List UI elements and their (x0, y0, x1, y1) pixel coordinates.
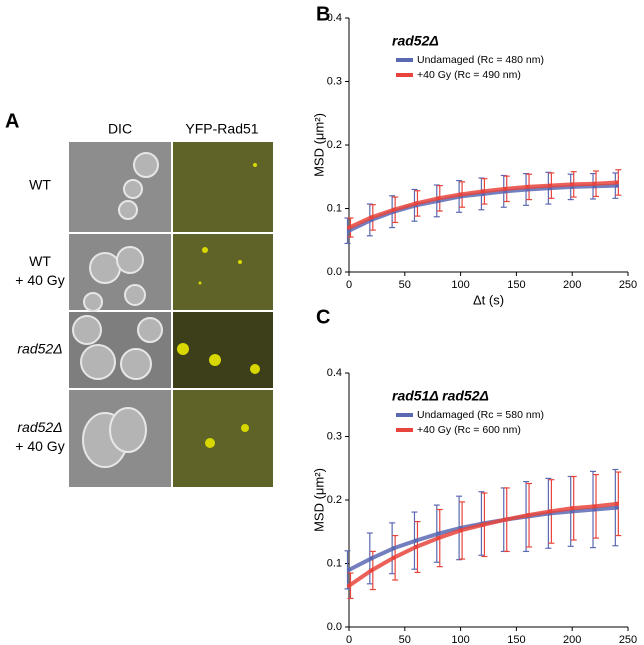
data-point (369, 215, 374, 220)
column-label: DIC (108, 121, 132, 137)
y-axis-label: MSD (μm²) (311, 468, 326, 532)
chart-title: rad51Δ rad52Δ (392, 388, 489, 404)
data-point (458, 528, 463, 533)
series-line (347, 180, 619, 230)
data-point (436, 531, 441, 536)
y-tick-label: 0.3 (327, 430, 342, 442)
y-tick-label: 0.2 (327, 139, 342, 151)
legend-label: Undamaged (Rc = 580 nm) (417, 409, 544, 421)
row-label: WT (29, 253, 51, 269)
data-point (480, 189, 485, 194)
y-tick-label: 0.2 (327, 494, 342, 506)
dic-image (69, 142, 171, 232)
row-label: rad52Δ (17, 341, 62, 357)
data-point (614, 505, 619, 510)
data-point (347, 228, 351, 233)
data-point (347, 583, 351, 588)
y-tick-label: 0.1 (327, 557, 342, 569)
y-tick-label: 0.4 (327, 367, 342, 379)
data-point (413, 201, 418, 206)
data-point (391, 555, 396, 560)
data-point (369, 556, 374, 561)
row-label: + 40 Gy (15, 272, 64, 288)
data-point (347, 225, 351, 230)
y-tick-label: 0.1 (327, 202, 342, 214)
x-tick-label: 150 (507, 634, 525, 645)
data-point (525, 513, 530, 518)
x-tick-label: 50 (399, 634, 411, 645)
panel-label: C (316, 306, 330, 328)
x-axis-label: Δt (s) (473, 292, 504, 307)
data-point (436, 196, 441, 201)
micrographs (69, 142, 273, 487)
x-tick-label: 150 (507, 279, 525, 291)
x-tick-label: 50 (399, 279, 411, 291)
x-tick-label: 250 (619, 634, 637, 645)
legend-label: +40 Gy (Rc = 600 nm) (417, 424, 521, 436)
y-tick-label: 0.0 (327, 621, 342, 633)
data-point (436, 536, 441, 541)
x-tick-label: 0 (346, 279, 352, 291)
x-tick-label: 100 (451, 279, 469, 291)
x-tick-label: 200 (563, 279, 581, 291)
chart-title: rad52Δ (392, 33, 439, 49)
data-point (503, 517, 508, 522)
yfp-image (173, 312, 273, 388)
y-axis-label: MSD (μm²) (311, 113, 326, 177)
yfp-image (173, 390, 273, 487)
data-point (570, 506, 575, 511)
yfp-image (173, 142, 273, 232)
data-point (592, 181, 597, 186)
row-label: WT (29, 177, 51, 193)
data-point (391, 207, 396, 212)
data-point (592, 504, 597, 509)
data-point (570, 509, 575, 514)
data-point (570, 182, 575, 187)
legend-label: +40 Gy (Rc = 490 nm) (417, 69, 521, 81)
row-label: + 40 Gy (15, 438, 64, 454)
data-point (547, 183, 552, 188)
y-tick-label: 0.4 (327, 12, 342, 24)
data-point (391, 546, 396, 551)
x-tick-label: 200 (563, 634, 581, 645)
panel-label: A (5, 110, 19, 132)
data-point (614, 180, 619, 185)
data-point (614, 183, 619, 188)
data-point (503, 186, 508, 191)
data-point (369, 568, 374, 573)
y-tick-label: 0.3 (327, 75, 342, 87)
data-point (525, 184, 530, 189)
row-label: rad52Δ (17, 419, 62, 435)
yfp-image (173, 234, 273, 310)
column-label: YFP-Rad51 (185, 121, 258, 137)
panel-label: B (316, 3, 330, 25)
data-point (592, 507, 597, 512)
data-point (614, 501, 619, 506)
data-point (413, 544, 418, 549)
foci (177, 163, 260, 448)
data-point (413, 538, 418, 543)
x-tick-label: 250 (619, 279, 637, 291)
x-tick-label: 0 (346, 634, 352, 645)
data-point (458, 192, 463, 197)
x-tick-label: 100 (451, 634, 469, 645)
data-point (480, 522, 485, 527)
cells (72, 152, 163, 468)
y-tick-label: 0.0 (327, 266, 342, 278)
legend-label: Undamaged (Rc = 480 nm) (417, 54, 544, 66)
data-point (547, 509, 552, 514)
data-point (347, 567, 351, 572)
